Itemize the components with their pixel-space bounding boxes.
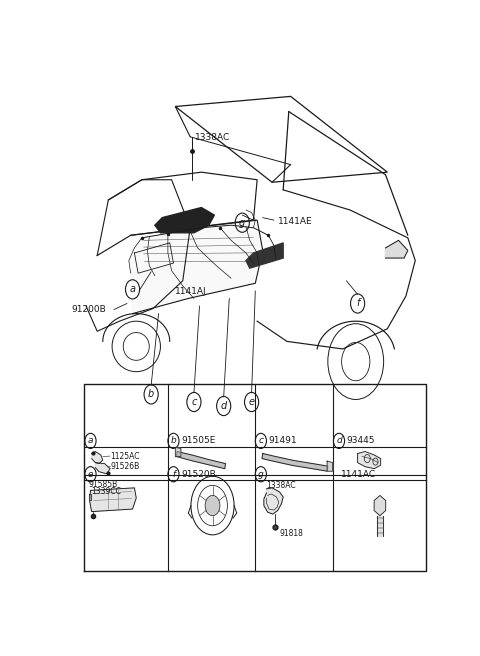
Text: 91520B: 91520B <box>181 470 216 479</box>
Polygon shape <box>89 494 91 501</box>
Polygon shape <box>131 220 263 314</box>
Text: g: g <box>258 470 264 479</box>
Text: c: c <box>191 397 197 407</box>
Text: 91526B: 91526B <box>110 462 140 470</box>
Text: e: e <box>88 470 93 479</box>
Polygon shape <box>264 488 283 514</box>
Polygon shape <box>175 447 181 457</box>
Text: c: c <box>258 436 264 445</box>
Text: f: f <box>172 470 175 479</box>
Polygon shape <box>377 516 383 536</box>
Polygon shape <box>90 488 136 512</box>
Text: d: d <box>336 436 342 445</box>
Polygon shape <box>92 451 103 464</box>
Polygon shape <box>246 243 283 268</box>
Text: a: a <box>130 284 135 295</box>
Polygon shape <box>358 451 381 468</box>
Text: g: g <box>239 218 245 228</box>
Polygon shape <box>327 461 333 471</box>
Text: 91491: 91491 <box>268 436 297 445</box>
Text: f: f <box>356 298 360 308</box>
Text: 1338AC: 1338AC <box>195 133 230 142</box>
Polygon shape <box>96 462 110 474</box>
Text: a: a <box>88 436 93 445</box>
Text: 1125AC: 1125AC <box>110 451 140 461</box>
Polygon shape <box>262 453 328 471</box>
Polygon shape <box>374 495 386 516</box>
Text: 91585B: 91585B <box>88 480 118 489</box>
Text: 91818: 91818 <box>279 529 303 538</box>
Text: 1339CC: 1339CC <box>92 487 121 497</box>
Text: 91505E: 91505E <box>181 436 215 445</box>
Text: 1141AJ: 1141AJ <box>175 287 207 297</box>
Text: e: e <box>249 397 254 407</box>
Text: b: b <box>148 390 154 400</box>
Polygon shape <box>155 207 215 233</box>
Text: 93445: 93445 <box>347 436 375 445</box>
Text: d: d <box>220 401 227 411</box>
Circle shape <box>205 495 220 516</box>
Text: b: b <box>170 436 176 445</box>
Text: 1141AE: 1141AE <box>277 216 312 226</box>
Text: 1338AC: 1338AC <box>266 481 296 490</box>
Polygon shape <box>177 451 226 468</box>
Text: 91200B: 91200B <box>71 305 106 314</box>
Text: 1141AC: 1141AC <box>341 470 376 479</box>
Polygon shape <box>385 240 408 258</box>
